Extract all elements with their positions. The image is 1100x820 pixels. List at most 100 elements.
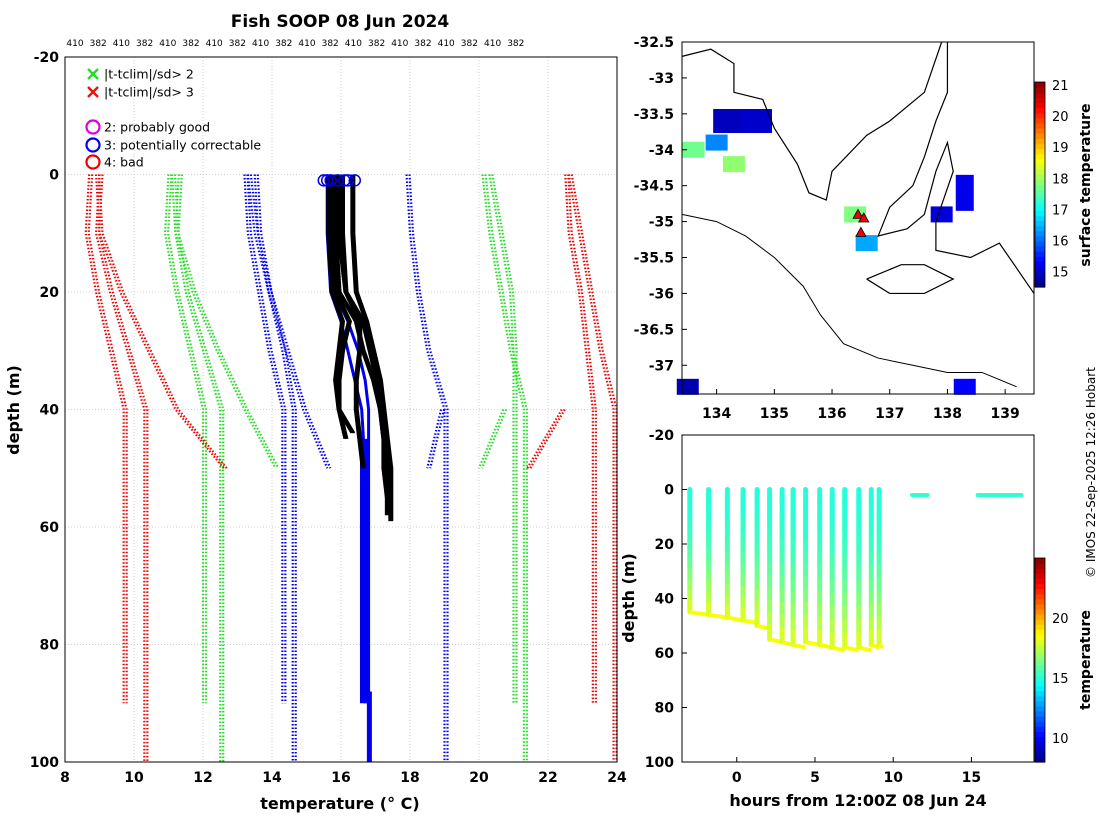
black-profile [339,174,366,469]
map-colorbar-segment [1035,215,1045,221]
map-colorbar-tick-label: 21 [1052,79,1069,94]
sst-patch [742,109,773,134]
map-colorbar-segment [1035,220,1045,227]
climatology-line-shallow-upper-3sd-copy [529,408,566,469]
climatology-line-shallow-upper-1sd [426,409,443,469]
map-colorbar-frame [1034,81,1046,288]
sst-patch [705,134,728,151]
sst-patch [713,109,744,134]
map-colorbar-segment [1035,153,1045,160]
map-x-tick-label: 138 [933,406,962,422]
section-colorbar-segment [1035,634,1045,641]
map-colorbar-segment [1035,158,1045,165]
map-colorbar-tick-label: 20 [1052,110,1069,125]
y-tick-label: 80 [40,638,60,654]
map-colorbar-segment [1035,256,1045,262]
climatology-line-shallow-upper-1sd-copy [429,409,446,469]
temperature-profile-panel: 8 10 12 14 16 18 20 22 24 -20 0 20 40 60 80 100 410 382 41… [4,39,627,813]
black-profile [329,174,353,434]
top-label: 410 [484,39,501,49]
credit-text: © IMOS 22-Sep-2025 12:26 Hobart [1084,367,1098,578]
cast-bottom-connector [844,645,860,653]
map-colorbar-segment [1035,240,1045,247]
map-colorbar-segment [1035,133,1045,139]
legend-x-marker [87,86,99,98]
map-y-tick-label: -35 [649,215,674,231]
map-colorbar-segment [1035,235,1045,242]
map-colorbar-label: surface temperature [1078,103,1094,266]
map-x-tick-label: 135 [760,406,789,422]
map-colorbar-segment [1035,205,1045,211]
top-label: 410 [66,39,83,49]
section-colorbar-segment [1035,690,1045,697]
map-colorbar-segment [1035,92,1045,98]
map-colorbar-segment [1035,210,1045,216]
section-colorbar-segment [1035,746,1045,753]
flag-circle [348,174,362,187]
map-colorbar-segment [1035,143,1045,150]
map-x-tick-label: 136 [817,406,846,422]
cast-bottom-connector [727,615,744,623]
section-colorbar-segment [1035,573,1045,579]
legend-circle-marker [85,154,101,170]
map-y-tick-label: -33.5 [634,107,674,123]
top-label: 410 [298,39,315,49]
map-colorbar-segment [1035,128,1045,134]
section-frame [681,434,1035,763]
section-colorbar-segment [1035,619,1045,625]
x-tick-label: 12 [193,770,212,786]
section-y-tick-label: 100 [645,755,674,771]
section-colorbar-frame [1034,557,1046,763]
section-colorbar-segment [1035,603,1045,610]
climatology-line-upper-1sd-copy [408,174,449,762]
map-colorbar-segment [1035,82,1045,88]
climatology-line-shallow-lower-3sd [94,174,225,469]
climatology-line-upper-2sd [481,174,525,762]
legend-x-marker [87,68,99,80]
map-colorbar-tick-label: 17 [1052,203,1069,218]
map-y-tick-label: -36 [649,286,674,302]
y-tick-label: 20 [40,285,60,301]
section-colorbar-segment [1035,588,1045,595]
section-colorbar-segment [1035,558,1045,564]
map-colorbar-segment [1035,174,1045,180]
section-colorbar-segment [1035,660,1045,666]
map-colorbar-segment [1035,225,1045,232]
section-colorbar-segment [1035,639,1045,646]
map-colorbar-segment [1035,138,1045,145]
climatology-line-lower-3sd-b [94,174,146,762]
section-colorbar-segment [1035,624,1045,630]
map-colorbar-tick-label: 16 [1052,234,1069,249]
section-x-tick-label: 10 [883,770,903,786]
map-x-tick-label: 137 [875,406,904,422]
map-colorbar-segment [1035,148,1045,155]
section-colorbar-segment [1035,756,1045,763]
section-colorbar-tick-label: 20 [1052,612,1069,627]
section-colorbar-segment [1035,593,1045,600]
climatology-line-lower-1sd-b-copy [256,174,297,762]
flag-circle [324,174,337,187]
top-label: 382 [322,39,339,49]
top-label: 410 [345,39,362,49]
map-colorbar-segment [1035,123,1045,129]
black-profile [338,174,365,469]
black-profile [336,174,363,469]
figure-title: Fish SOOP 08 Jun 2024 [231,12,450,32]
climatology-line-lower-2sd-b [174,174,222,762]
legend-label: 3: potentially correctable [104,138,261,153]
top-label: 410 [206,39,223,49]
section-colorbar-segment [1035,654,1045,661]
section-colorbar-segment [1035,644,1045,651]
map-y-tick-label: -34 [649,143,675,159]
map-y-tick-label: -34.5 [634,179,674,195]
y-tick-label: 100 [30,755,59,771]
climatology-line-lower-3sd [84,174,125,704]
map-colorbar-segment [1035,281,1045,288]
top-label: 410 [113,39,130,49]
map-y-tick-label: -33 [649,71,674,87]
top-label: 382 [414,39,431,49]
depth-time-section-panel: 0 5 10 15 -20 0 20 40 60 80 100 hours from 12:00Z 0… [619,428,1094,810]
climatology-line-shallow-lower-3sd-copy [97,174,228,469]
map-colorbar-segment [1035,271,1045,278]
map-colorbar-segment [1035,87,1045,93]
